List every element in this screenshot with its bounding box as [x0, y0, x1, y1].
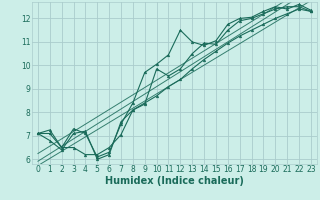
X-axis label: Humidex (Indice chaleur): Humidex (Indice chaleur)	[105, 176, 244, 186]
